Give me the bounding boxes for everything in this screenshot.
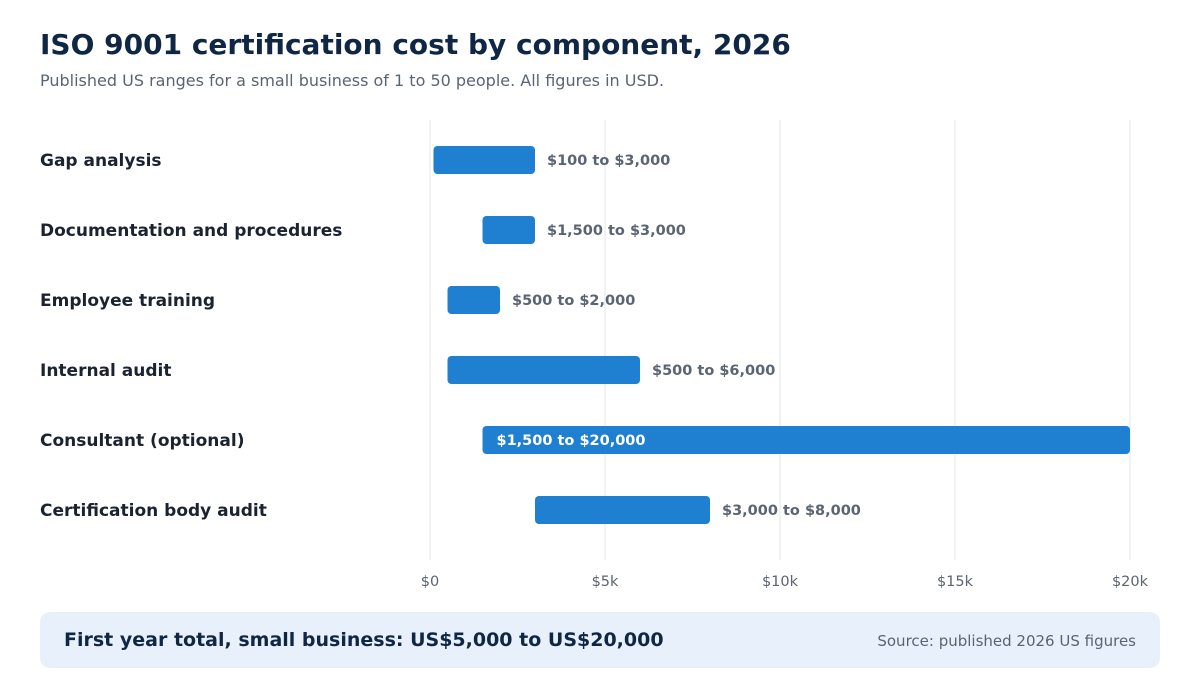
category-label: Documentation and procedures xyxy=(40,221,342,241)
chart-subtitle: Published US ranges for a small business… xyxy=(40,71,665,90)
source-note: Source: published 2026 US figures xyxy=(877,632,1136,650)
range-value-label: $1,500 to $3,000 xyxy=(547,223,686,239)
range-bar xyxy=(447,356,640,384)
category-label: Consultant (optional) xyxy=(40,431,244,451)
grid-lines xyxy=(429,120,1131,560)
x-tick-label: $5k xyxy=(592,574,619,590)
category-label: Gap analysis xyxy=(40,151,162,171)
range-bar-chart: $0 $5k $10k $15k $20k Gap analysis $100 to $3… xyxy=(40,120,1149,590)
range-value-label: $3,000 to $8,000 xyxy=(722,503,861,519)
range-bar xyxy=(535,496,710,524)
range-value-label: $1,500 to $20,000 xyxy=(497,433,646,449)
x-tick-label: $20k xyxy=(1112,574,1149,590)
range-value-label: $500 to $2,000 xyxy=(512,293,635,309)
x-tick-label: $15k xyxy=(937,574,974,590)
chart-rows: Gap analysis $100 to $3,000 Documentation … xyxy=(40,146,1130,524)
range-bar xyxy=(447,286,500,314)
category-label: Internal audit xyxy=(40,361,171,381)
range-value-label: $100 to $3,000 xyxy=(547,153,670,169)
x-tick-label: $0 xyxy=(421,574,439,590)
summary-panel: First year total, small business: US$5,0… xyxy=(40,612,1160,668)
range-value-label: $500 to $6,000 xyxy=(652,363,775,379)
x-axis-ticks: $0 $5k $10k $15k $20k xyxy=(421,574,1149,590)
range-bar xyxy=(433,146,535,174)
first-year-total: First year total, small business: US$5,0… xyxy=(64,629,664,651)
category-label: Employee training xyxy=(40,291,215,311)
category-label: Certification body audit xyxy=(40,501,267,521)
x-tick-label: $10k xyxy=(762,574,799,590)
range-bar xyxy=(482,216,535,244)
range-bar xyxy=(482,426,1130,454)
chart-title: ISO 9001 certification cost by component… xyxy=(40,28,791,61)
